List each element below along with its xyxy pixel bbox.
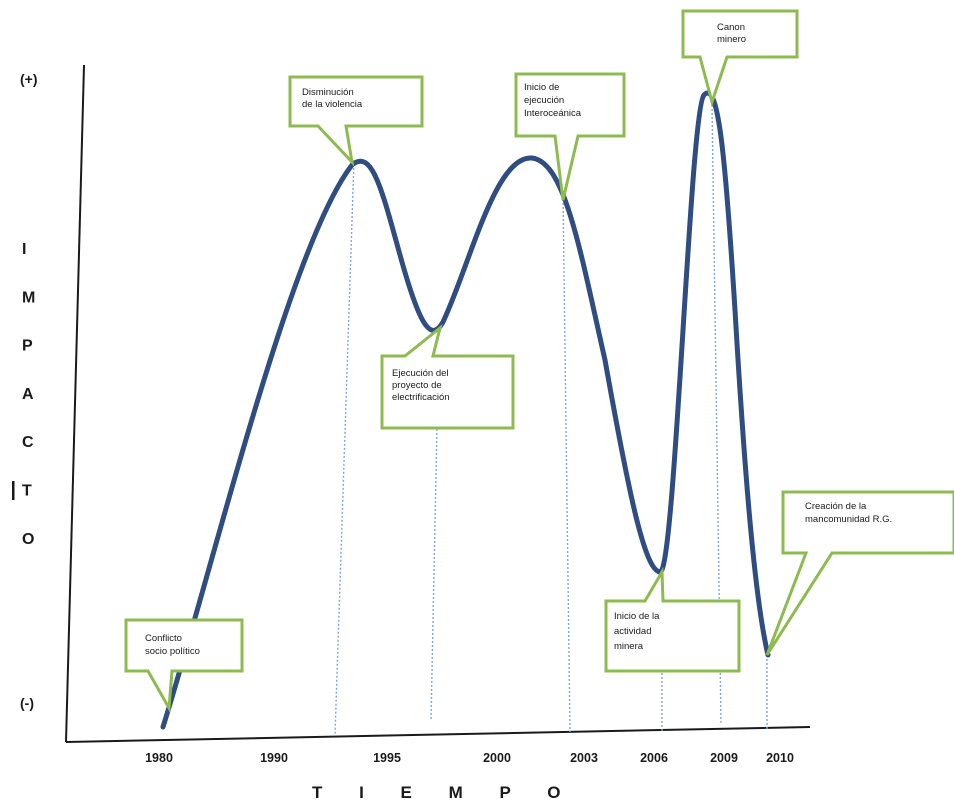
impact-curve xyxy=(160,90,771,730)
callout-box xyxy=(288,75,424,167)
guide-lines xyxy=(334,104,768,736)
callout-text: Inicio de xyxy=(524,82,559,93)
y-top-label: (+) xyxy=(20,71,38,87)
callout-a1: Conflicto socio político xyxy=(124,618,244,713)
callout-text: Conflicto xyxy=(145,633,182,644)
callout-box xyxy=(124,618,244,713)
guide-line xyxy=(711,104,722,724)
guide-line xyxy=(562,194,571,733)
y-title-letter: O xyxy=(22,531,34,548)
x-tick-label: 1990 xyxy=(260,751,288,765)
callout-text: socio político xyxy=(145,646,200,657)
callout-text: ejecución xyxy=(524,95,564,106)
x-axis-title: T I E M P O xyxy=(312,783,576,802)
callout-a4: Inicio de ejecución Interoceánica xyxy=(514,72,626,201)
callout-text: Canon xyxy=(717,22,745,33)
callout-a5: Inicio de la actividad minera xyxy=(604,566,741,673)
callout-box xyxy=(681,9,799,108)
y-axis-title: I M P A C T O xyxy=(22,241,35,548)
callout-text: de la violencia xyxy=(302,99,363,110)
x-tick-labels: 1980 1990 1995 2000 2003 2006 2009 2010 xyxy=(145,751,794,765)
y-axis xyxy=(65,64,85,743)
callout-text: Inicio de la xyxy=(614,611,660,622)
callout-box xyxy=(604,566,741,673)
x-tick-label: 1995 xyxy=(373,751,401,765)
x-tick-label: 2003 xyxy=(570,751,598,765)
callout-text: minero xyxy=(717,34,746,45)
cursor-mark xyxy=(12,481,15,500)
y-title-letter: C xyxy=(22,434,34,451)
callout-text: minera xyxy=(614,641,644,652)
callout-box xyxy=(765,490,954,656)
callout-text: actividad xyxy=(614,626,652,637)
callout-text: electrificación xyxy=(392,392,450,403)
callout-box xyxy=(380,324,515,430)
guide-line xyxy=(334,159,355,736)
y-title-letter: I xyxy=(22,241,26,258)
callout-a7: Creación de la mancomunidad R.G. xyxy=(765,490,954,656)
x-tick-label: 2009 xyxy=(710,751,738,765)
x-tick-label: 2006 xyxy=(640,751,668,765)
callout-text: mancomunidad R.G. xyxy=(805,514,892,525)
y-title-letter: A xyxy=(22,386,34,403)
x-axis xyxy=(65,726,811,743)
guide-line xyxy=(430,424,438,721)
y-title-letter: P xyxy=(22,338,33,355)
callout-text: Interoceánica xyxy=(524,108,582,119)
callout-text: Disminución xyxy=(302,87,354,98)
x-tick-label: 2010 xyxy=(766,751,794,765)
callout-text: Creación de la xyxy=(805,501,867,512)
callout-box xyxy=(514,72,626,201)
x-tick-label: 2000 xyxy=(483,751,511,765)
callout-text: proyecto de xyxy=(392,380,442,391)
callout-text: Ejecución del xyxy=(392,368,449,379)
x-tick-label: 1980 xyxy=(145,751,173,765)
y-title-letter: M xyxy=(22,289,35,306)
y-bottom-label: (-) xyxy=(20,695,34,711)
y-title-letter: T xyxy=(22,483,32,500)
